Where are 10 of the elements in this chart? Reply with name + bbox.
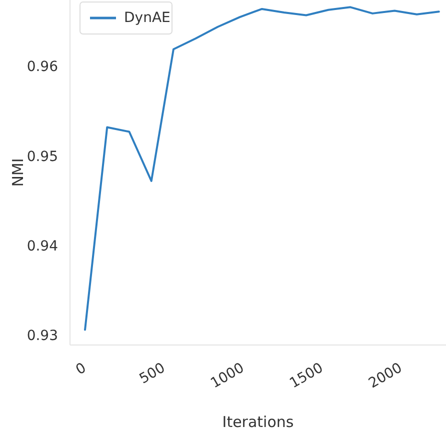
- line-series: [84, 6, 440, 331]
- x-tick-label: 0: [73, 360, 90, 378]
- x-axis-title: Iterations: [222, 413, 294, 431]
- y-axis-title: NMI: [9, 158, 27, 187]
- x-tick-label: 500: [136, 360, 168, 388]
- y-tick-label: 0.93: [26, 328, 58, 344]
- legend-label: DynAE: [124, 10, 170, 26]
- y-tick-label: 0.96: [26, 59, 58, 76]
- y-tick-label: 0.95: [26, 148, 58, 165]
- y-tick-label: 0.94: [26, 238, 58, 254]
